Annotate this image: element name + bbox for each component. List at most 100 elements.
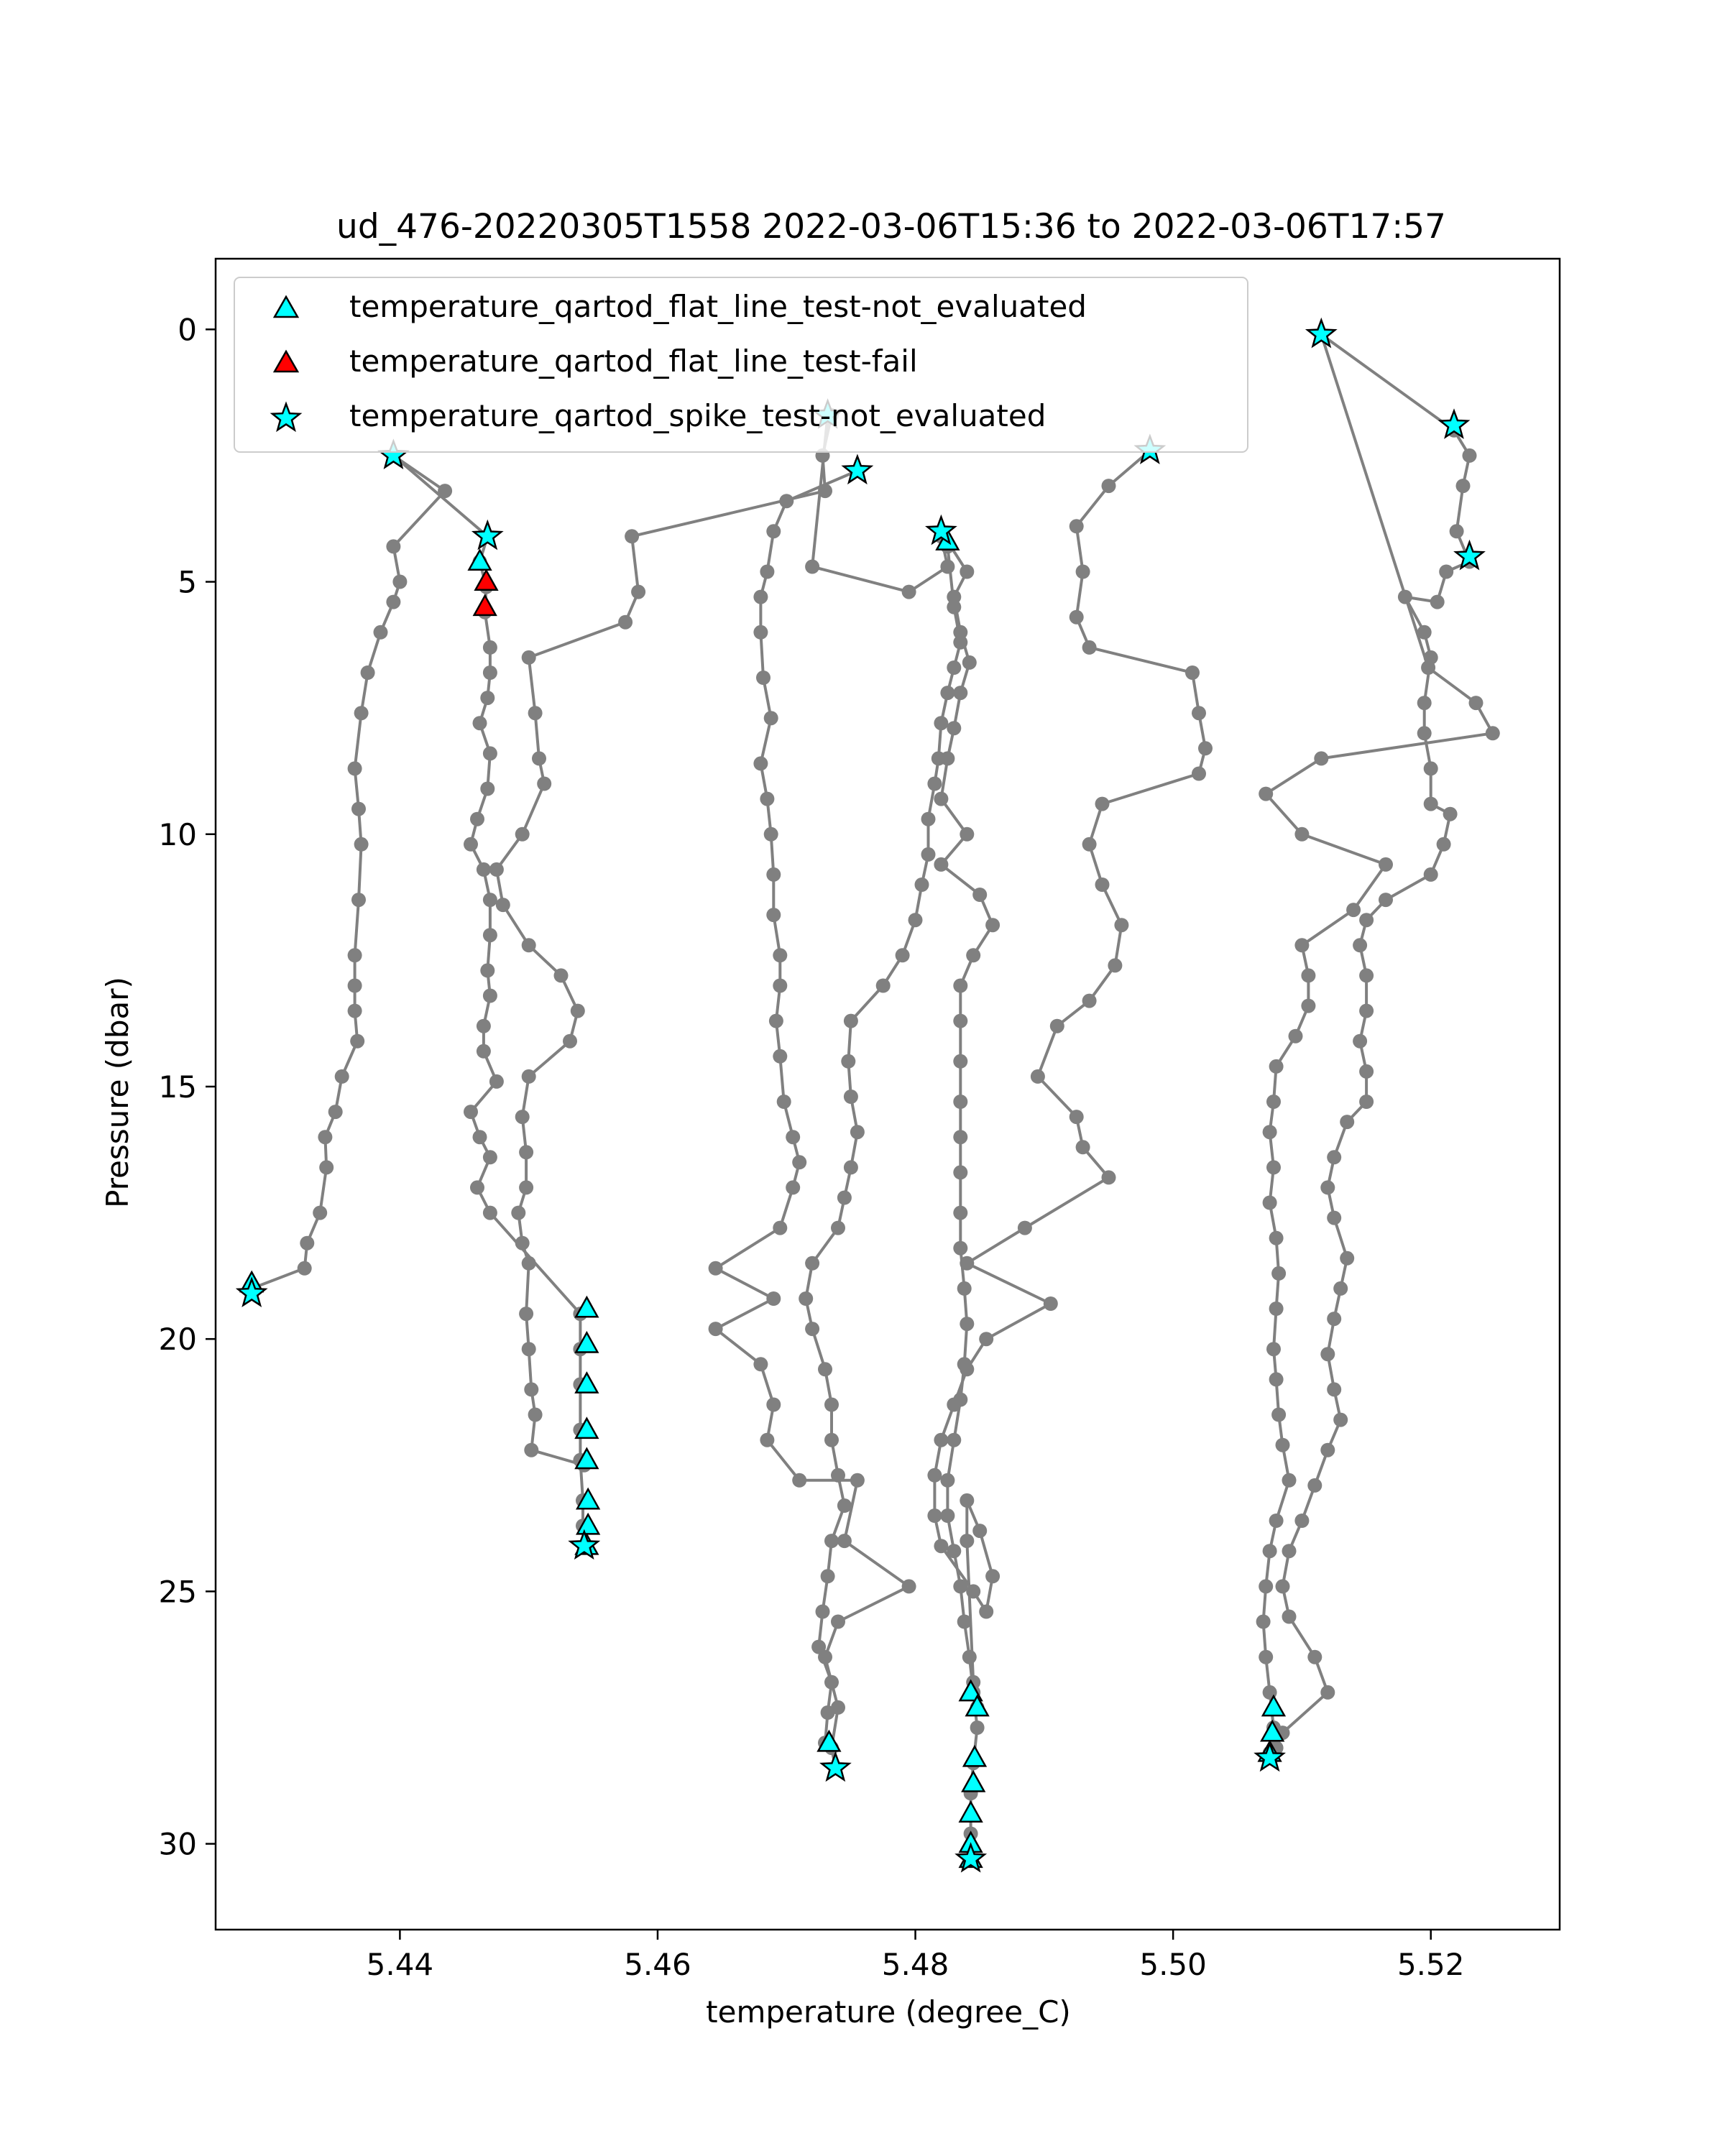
profile-point — [386, 539, 401, 554]
profile-point — [1259, 1649, 1274, 1664]
y-tick-label: 10 — [159, 817, 197, 852]
profile-point — [1294, 826, 1310, 842]
profile-point — [1320, 1442, 1335, 1457]
profile-point — [1069, 609, 1084, 625]
profile-point — [773, 978, 788, 993]
profile-point — [966, 948, 981, 963]
profile-point — [1320, 1180, 1335, 1195]
profile-point — [1282, 1544, 1297, 1559]
profile-point — [1301, 998, 1316, 1013]
profile-point — [1269, 1514, 1284, 1528]
profile-point — [482, 1150, 497, 1165]
profile-point — [895, 948, 910, 963]
profile-point — [319, 1160, 334, 1175]
profile-point — [953, 625, 968, 640]
profile-point — [480, 781, 495, 796]
profile-line — [1261, 333, 1494, 1754]
profile-point — [1359, 1064, 1374, 1079]
profile-point — [1185, 665, 1200, 680]
profile-point — [953, 1013, 968, 1028]
profile-point — [792, 1155, 807, 1170]
profile-point — [966, 1584, 981, 1599]
profile-point — [360, 665, 375, 680]
x-axis-ticks: 5.44 5.46 5.48 5.50 5.52 — [367, 1930, 1464, 1982]
profile-point — [495, 898, 510, 913]
profile-point — [960, 1256, 975, 1271]
profile-point — [841, 1054, 856, 1069]
profile-point — [1256, 1614, 1271, 1629]
y-tick-label: 5 — [178, 565, 197, 600]
profile-point — [962, 1649, 977, 1664]
profile-point — [927, 776, 942, 791]
profile-point — [1379, 893, 1393, 908]
y-tick-label: 30 — [159, 1827, 197, 1862]
spike-test-star-marker — [1453, 539, 1486, 571]
profile-point — [953, 1205, 968, 1220]
profile-point — [1346, 903, 1361, 918]
profile-point — [947, 1397, 962, 1412]
spike-test-star-marker — [1438, 408, 1471, 439]
spike-test-star-marker — [841, 453, 874, 485]
profile-point — [960, 1317, 975, 1332]
profile-point — [953, 1579, 968, 1594]
profile-point — [927, 1468, 942, 1483]
profile-point — [1443, 806, 1458, 821]
spike-test-star-marker — [471, 519, 504, 550]
profile-point — [1269, 1230, 1284, 1245]
profile-point — [763, 826, 778, 842]
profile-point — [1192, 766, 1206, 781]
profile-point — [1282, 1609, 1297, 1624]
profile-point — [953, 1130, 968, 1145]
profile-point — [373, 625, 388, 640]
profile-point — [521, 1069, 536, 1084]
profile-point — [1108, 958, 1123, 973]
flat-line-not-evaluated-marker — [962, 1744, 988, 1767]
profile-point — [328, 1105, 343, 1120]
profile-point — [934, 716, 949, 731]
profile-point — [482, 1205, 497, 1220]
profile-point — [1043, 1296, 1058, 1311]
profile-point — [934, 857, 949, 872]
profile-point — [1436, 837, 1451, 852]
profile-point — [1275, 1579, 1290, 1594]
spike-test-star-marker — [819, 1751, 852, 1782]
profile-point — [1327, 1382, 1342, 1397]
profile-point — [1271, 1266, 1287, 1281]
profile-point — [1069, 519, 1084, 534]
profile-point — [960, 826, 975, 842]
spike-test-star-marker — [1305, 317, 1338, 349]
profile-point — [957, 1281, 972, 1296]
profile-point — [921, 811, 936, 826]
profile-point — [947, 599, 962, 614]
profile-point — [1271, 1407, 1287, 1422]
profile-point — [1282, 1473, 1297, 1488]
profile-point — [1359, 968, 1374, 983]
legend-entry-flat-line-fail: temperature_qartod_flat_line_test-fail — [272, 344, 918, 379]
profile-point — [760, 1432, 775, 1447]
profile-point — [753, 625, 768, 640]
profile-point — [1275, 1437, 1290, 1452]
spike-test-star-marker — [568, 1529, 601, 1560]
profile-point — [1262, 1544, 1277, 1559]
profile-point — [1320, 1685, 1335, 1700]
profile-point — [1417, 696, 1432, 711]
profile-point — [953, 1054, 968, 1069]
profile-point — [960, 564, 975, 579]
y-axis-ticks: 0 5 10 15 20 25 30 — [159, 312, 216, 1862]
profile-point — [347, 978, 362, 993]
profile-point — [334, 1069, 349, 1084]
profile-point — [476, 1044, 491, 1059]
plot-frame — [214, 257, 1561, 1931]
profile-point — [957, 1614, 972, 1629]
flat-line-not-evaluated-marker — [1261, 1694, 1287, 1717]
profile-point — [472, 716, 487, 731]
flat-line-not-evaluated-marker — [816, 1729, 842, 1752]
profile-point — [753, 1357, 768, 1372]
profile-point — [553, 968, 569, 983]
profile-point — [947, 589, 962, 604]
legend-label: temperature_qartod_flat_line_test-not_ev… — [349, 289, 1087, 324]
profile-point — [1462, 448, 1477, 463]
profile-point — [792, 1473, 807, 1488]
profile-point — [1075, 564, 1090, 579]
profile-point — [524, 1382, 539, 1397]
